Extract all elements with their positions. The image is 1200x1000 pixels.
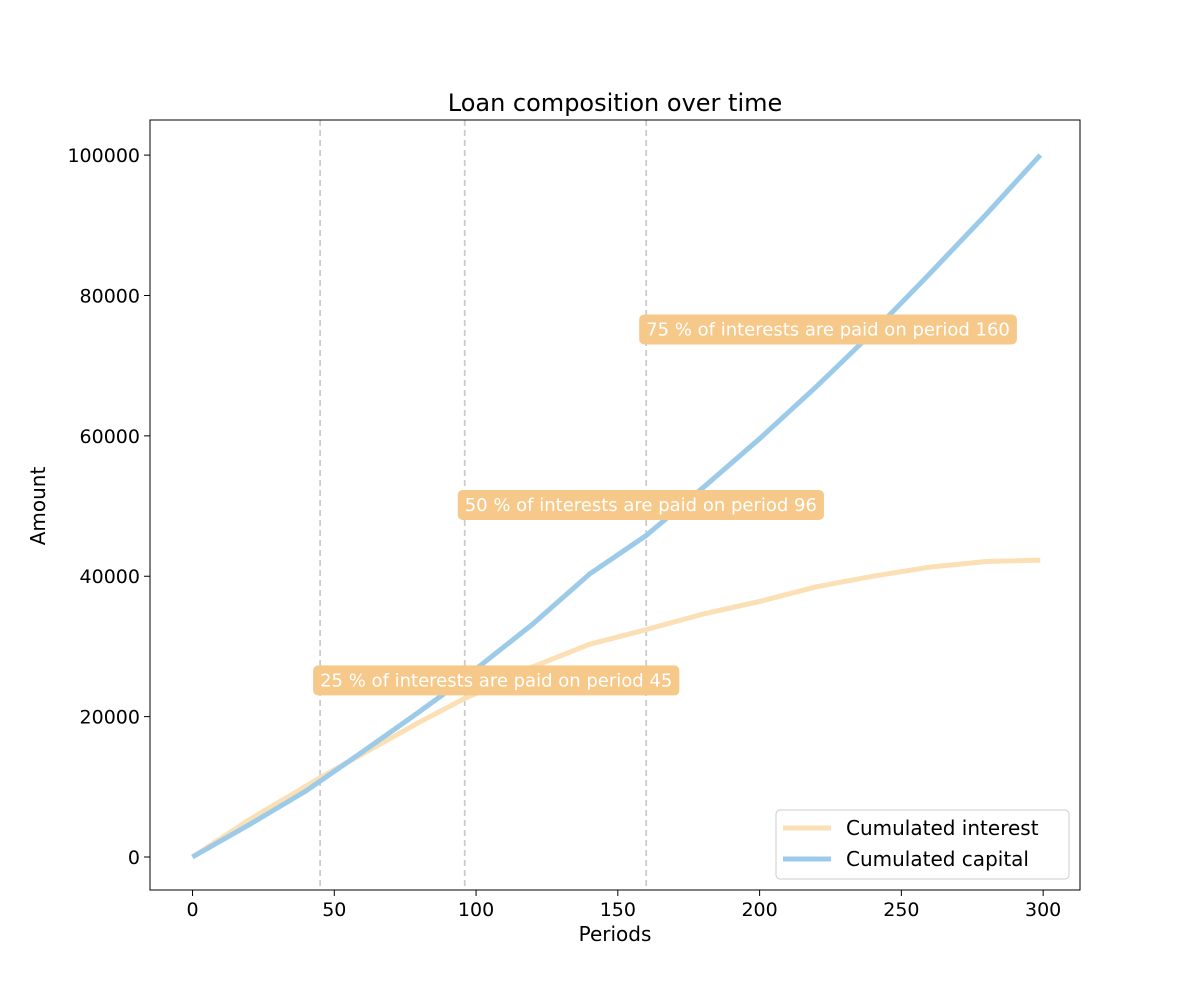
y-tick-label: 100000 xyxy=(67,145,140,167)
x-tick-label: 0 xyxy=(186,899,198,921)
series-line-interest xyxy=(191,557,1041,860)
x-tick-label: 300 xyxy=(1025,899,1061,921)
annotation-text: 75 % of interests are paid on period 160 xyxy=(646,319,1010,340)
annotation-box xyxy=(639,314,1017,345)
annotation-box xyxy=(457,489,824,520)
y-axis-label: Amount xyxy=(26,467,50,546)
annotation-3: 75 % of interests are paid on period 160 xyxy=(639,314,1017,345)
y-tick-label: 20000 xyxy=(80,707,140,729)
x-tick-label: 50 xyxy=(322,899,346,921)
y-tick-label: 60000 xyxy=(80,426,140,448)
legend-label-interest: Cumulated interest xyxy=(846,816,1039,840)
plot-frame xyxy=(149,119,1081,891)
annotation-box xyxy=(313,665,680,696)
legend-label-capital: Cumulated capital xyxy=(846,847,1029,871)
x-tick-label: 100 xyxy=(458,899,494,921)
plot-layer: 25 % of interests are paid on period 45 5… xyxy=(67,119,1081,921)
legend: Cumulated interest Cumulated capital xyxy=(775,809,1070,880)
y-tick-label: 40000 xyxy=(80,566,140,588)
x-axis-label: Periods xyxy=(579,922,652,946)
annotation-1: 25 % of interests are paid on period 45 xyxy=(313,665,680,696)
x-tick-label: 200 xyxy=(741,899,777,921)
x-tick-label: 250 xyxy=(883,899,919,921)
annotation-2: 50 % of interests are paid on period 96 xyxy=(457,489,824,520)
annotation-text: 50 % of interests are paid on period 96 xyxy=(465,495,817,516)
chart-title: Loan composition over time xyxy=(448,89,783,117)
annotation-text: 25 % of interests are paid on period 45 xyxy=(320,670,672,691)
legend-box xyxy=(775,809,1070,880)
y-tick-label: 0 xyxy=(128,847,140,869)
y-tick-label: 80000 xyxy=(80,285,140,307)
x-tick-label: 150 xyxy=(600,899,636,921)
